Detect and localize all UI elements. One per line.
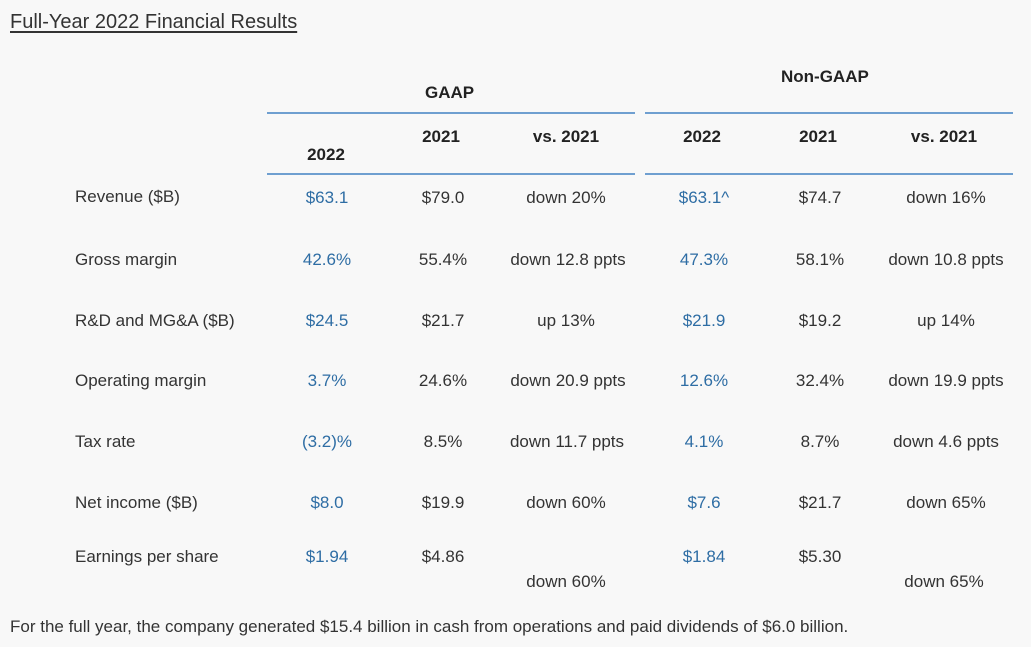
table-cell: $24.5 (305, 311, 349, 330)
row-label-eps: Earnings per share (75, 547, 219, 566)
table-cell: up 14% (917, 311, 975, 330)
table-cell: $19.9 (421, 493, 465, 512)
table-cell: (3.2)% (301, 432, 353, 451)
table-cell: 47.3% (679, 250, 729, 269)
table-cell: down 11.7 ppts (509, 432, 625, 451)
table-cell: down 10.8 ppts (888, 250, 1004, 269)
column-header-non-gaap-2022: 2022 (683, 127, 721, 146)
non-gaap-header-rule (645, 173, 1013, 175)
table-cell: down 16% (906, 188, 986, 207)
table-cell: $8.0 (310, 493, 344, 512)
non-gaap-group-header: Non-GAAP (781, 67, 869, 86)
row-label-gross-margin: Gross margin (75, 250, 178, 269)
table-cell: down 65% (904, 572, 984, 591)
table-cell: 32.4% (795, 371, 845, 390)
non-gaap-group-rule (645, 112, 1013, 114)
table-cell: 58.1% (795, 250, 845, 269)
column-header-gaap-2021: 2021 (422, 127, 460, 146)
table-cell: $4.86 (421, 547, 465, 566)
table-cell: 24.6% (418, 371, 468, 390)
table-cell: down 65% (906, 493, 986, 512)
column-header-gaap-2022: 2022 (307, 145, 345, 164)
table-cell: down 60% (526, 493, 606, 512)
row-label-revenue: Revenue ($B) (75, 187, 180, 206)
gaap-header-rule (267, 173, 635, 175)
gaap-group-rule (267, 112, 635, 114)
table-cell: down 12.8 ppts (510, 250, 626, 269)
table-cell: $21.7 (798, 493, 842, 512)
table-cell: $63.1^ (678, 188, 730, 207)
table-cell: $79.0 (421, 188, 465, 207)
table-cell: down 60% (526, 572, 606, 591)
table-cell: down 4.6 ppts (893, 432, 999, 451)
row-label-operating-margin: Operating margin (75, 371, 207, 390)
table-cell: $63.1 (305, 188, 349, 207)
row-label-tax-rate: Tax rate (75, 432, 136, 451)
row-label-net-income: Net income ($B) (75, 493, 198, 512)
table-cell: down 20.9 ppts (510, 371, 626, 390)
column-header-non-gaap-vs-2021: vs. 2021 (910, 127, 978, 146)
page-title: Full-Year 2022 Financial Results (10, 11, 298, 33)
footer-note: For the full year, the company generated… (10, 617, 849, 636)
table-cell: $7.6 (687, 493, 721, 512)
table-cell: $5.30 (798, 547, 842, 566)
table-cell: $21.9 (682, 311, 726, 330)
table-cell: 8.5% (423, 432, 463, 451)
table-cell: $1.94 (305, 547, 349, 566)
table-cell: up 13% (537, 311, 595, 330)
column-header-gaap-vs-2021: vs. 2021 (532, 127, 600, 146)
table-cell: 4.1% (684, 432, 724, 451)
column-header-non-gaap-2021: 2021 (799, 127, 837, 146)
row-label-rd-mga: R&D and MG&A ($B) (75, 311, 235, 330)
table-cell: $19.2 (798, 311, 842, 330)
table-cell: 42.6% (302, 250, 352, 269)
table-cell: $1.84 (682, 547, 726, 566)
table-cell: 12.6% (679, 371, 729, 390)
gaap-group-header: GAAP (425, 83, 475, 102)
table-cell: 8.7% (800, 432, 840, 451)
table-cell: down 19.9 ppts (888, 371, 1004, 390)
table-cell: $74.7 (798, 188, 842, 207)
table-cell: 55.4% (418, 250, 468, 269)
table-cell: 3.7% (307, 371, 347, 390)
table-cell: $21.7 (421, 311, 465, 330)
table-cell: down 20% (526, 188, 606, 207)
